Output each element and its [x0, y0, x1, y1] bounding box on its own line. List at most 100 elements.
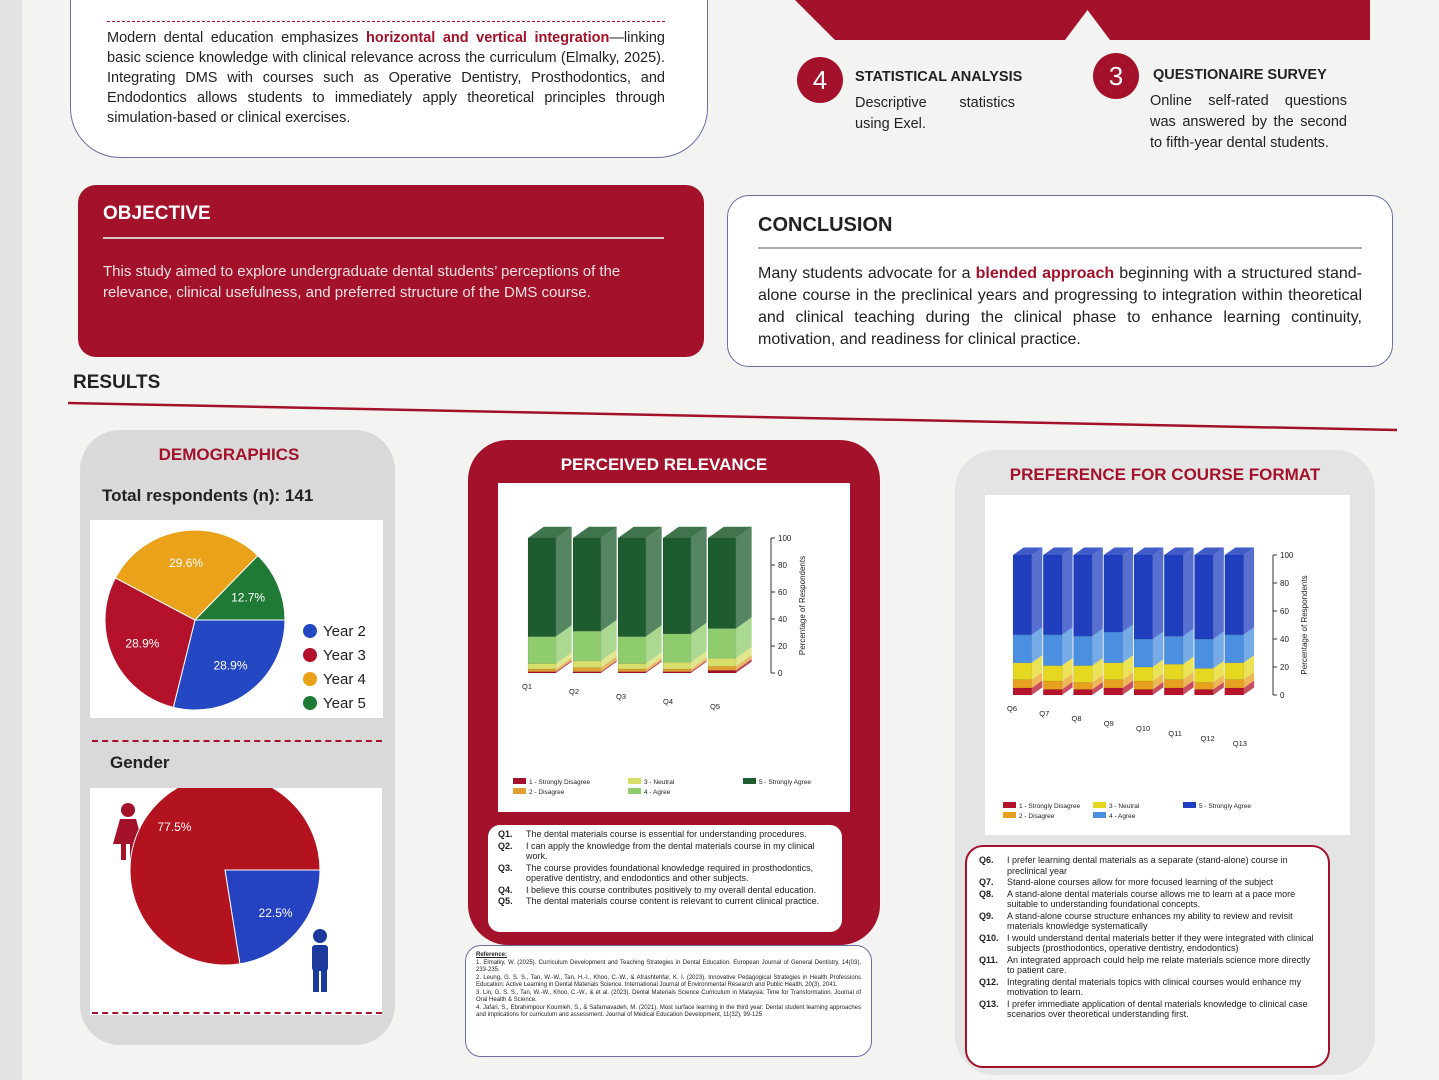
- question-label: Q5.: [498, 896, 513, 906]
- question: Q8. A stand-alone dental materials course…: [979, 889, 1316, 910]
- legend-swatch: [628, 788, 641, 794]
- legend-label: 3 - Neutral: [644, 779, 675, 786]
- male-icon: [312, 929, 328, 992]
- bar-side: [735, 659, 752, 673]
- label: Total respondents (n):: [102, 486, 281, 505]
- question-text: I believe this course contributes positi…: [526, 884, 817, 895]
- bar-segment: [1073, 635, 1093, 666]
- bar-segment: [1164, 635, 1184, 665]
- margin: [0, 0, 22, 1080]
- bar-side: [1062, 627, 1073, 666]
- bar-segment: [707, 628, 737, 659]
- bar-segment: [527, 537, 557, 637]
- question-label: Q1.: [498, 829, 513, 839]
- question-label: Q10.: [979, 932, 999, 943]
- bar-segment: [1194, 682, 1214, 690]
- method-text: Descriptive statistics using Exel.: [855, 95, 1015, 132]
- value-label: 28.9%: [213, 658, 247, 672]
- question-label: Q13.: [979, 998, 999, 1009]
- bar-side: [1122, 547, 1134, 632]
- pie-slice: [172, 619, 286, 711]
- bar-segment: [527, 663, 557, 670]
- bar-segment: [1103, 554, 1123, 633]
- x-tick-label: Q7: [1039, 709, 1049, 718]
- pie-slice: [104, 577, 196, 708]
- bar-side: [555, 657, 572, 672]
- references-box: Reference: 1. Elmalky, W. (2025). Curric…: [465, 945, 872, 1057]
- preference-panel: PREFERENCE FOR COURSE FORMAT 0 20 40 60 80 10…: [955, 450, 1375, 1075]
- question-label: Q7.: [979, 877, 994, 887]
- bar-segment: [1103, 662, 1123, 680]
- legend-label: Year 4: [323, 671, 366, 688]
- legend-swatch: [303, 672, 317, 686]
- bar-segment: [1103, 687, 1123, 696]
- step-number: 4: [797, 57, 843, 103]
- method-text: Online self-rated questions was answered…: [1150, 93, 1347, 151]
- y-tick-label: 20: [1280, 663, 1289, 672]
- x-tick-label: Q6: [1007, 704, 1017, 713]
- legend-swatch: [303, 624, 317, 638]
- bar-segment: [572, 660, 602, 668]
- x-tick-label: Q2: [569, 687, 579, 696]
- bar-segment: [1224, 554, 1244, 636]
- bar-segment: [1224, 679, 1244, 689]
- panel-title: PERCEIVED RELEVANCE: [560, 455, 768, 474]
- question-text: I can apply the knowledge from the denta…: [526, 840, 815, 862]
- legend-swatch: [1003, 812, 1016, 818]
- bar-side: [1092, 547, 1103, 637]
- bar-segment: [1012, 679, 1033, 689]
- legend-swatch: [513, 788, 526, 794]
- pie-chart: 22.5% 77.5%: [90, 788, 382, 1015]
- bar-side: [600, 619, 617, 661]
- bar-side: [1183, 672, 1194, 688]
- bar-segment: [1133, 680, 1154, 690]
- bar-side: [1092, 628, 1103, 666]
- bar-side: [1062, 673, 1073, 690]
- bar-top: [1164, 547, 1194, 555]
- bar-segment: [1103, 631, 1123, 664]
- bar-segment: [1133, 689, 1154, 696]
- banner: [795, 0, 1095, 40]
- bar-side: [1031, 672, 1043, 688]
- question: Q12. Integrating dental materials topics …: [979, 977, 1316, 998]
- question-label: Q11.: [979, 954, 999, 965]
- question: Q2. I can apply the knowledge from the de…: [498, 841, 832, 862]
- objective-text: This study aimed to explore undergraduat…: [103, 263, 621, 301]
- bar-side: [1213, 681, 1224, 695]
- bar-side: [555, 526, 572, 637]
- bar-side: [600, 660, 617, 673]
- bar-side: [1062, 681, 1073, 695]
- x-tick-label: Q8: [1072, 714, 1082, 723]
- bar-segment: [1133, 666, 1154, 682]
- bar-side: [1122, 672, 1134, 688]
- bar-side: [1152, 681, 1164, 695]
- value-label: 77.5%: [157, 820, 191, 834]
- bar-top: [1134, 547, 1164, 555]
- y-tick-label: 0: [1280, 691, 1285, 700]
- question: Q7. Stand-alone courses allow for more fo…: [979, 877, 1316, 888]
- bar-segment: [617, 636, 647, 664]
- text: beginning with a structured stand-alone …: [758, 265, 1363, 348]
- divider: [758, 247, 1362, 249]
- section-title: CONCLUSION: [758, 214, 893, 236]
- bar-segment: [1043, 554, 1063, 636]
- conclusion-text: Many students advocate for a blended app…: [758, 263, 1362, 351]
- bar-segment: [617, 663, 647, 670]
- question-text: Stand-alone courses allow for more focus…: [1007, 877, 1274, 887]
- reference: 1. Elmalky, W. (2025). Curriculum Develo…: [476, 959, 861, 974]
- relevance-panel: PERCEIVED RELEVANCE 0 20 40 60 80 100 Percenta…: [468, 440, 880, 945]
- bar-segment: [1073, 689, 1093, 696]
- bar-side: [555, 652, 572, 669]
- divider: [92, 740, 382, 742]
- question-text: I would understand dental materials bett…: [1007, 932, 1314, 954]
- question-text: An integrated approach could help me rel…: [1007, 954, 1311, 976]
- bar-top: [1073, 547, 1103, 555]
- question: Q4. I believe this course contributes pos…: [498, 885, 832, 896]
- question-list: Q6. I prefer learning dental materials as…: [965, 845, 1330, 1068]
- legend-label: 3 - Neutral: [1109, 803, 1140, 810]
- bar-side: [1122, 624, 1134, 663]
- bar-side: [690, 660, 707, 673]
- bar-segment: [527, 668, 557, 672]
- bar-side: [690, 526, 707, 634]
- legend-label: 2 - Disagree: [529, 789, 565, 796]
